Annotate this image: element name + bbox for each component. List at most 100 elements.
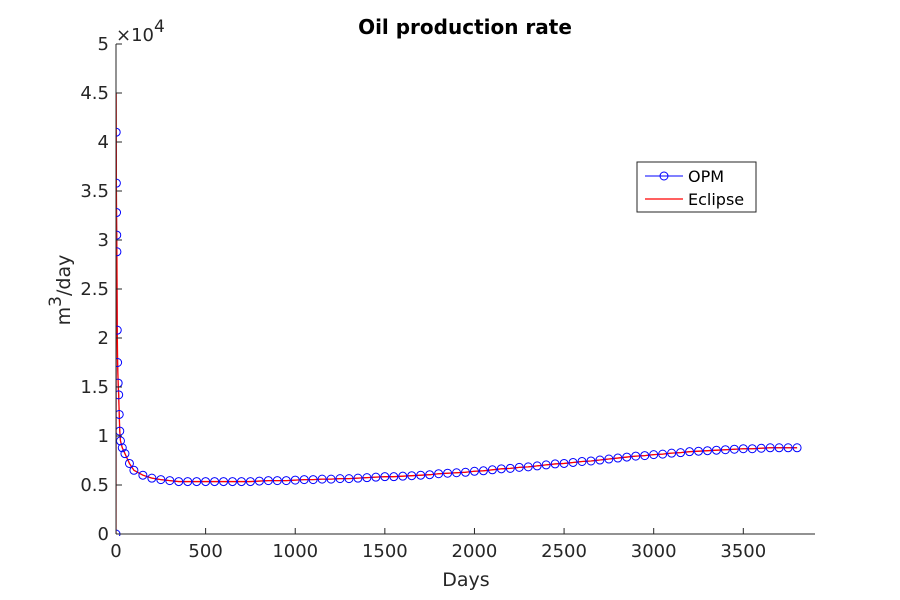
data-point-opm-33 (281, 476, 291, 486)
y-tick-label-3: 1.5 (80, 377, 109, 398)
data-point-opm-27 (228, 477, 237, 487)
data-point-opm-82 (720, 445, 730, 455)
data-point-opm-75 (658, 449, 668, 459)
x-tick-label-2: 1000 (272, 541, 318, 562)
data-point-opm-63 (550, 459, 560, 469)
y-tick-label-6: 3 (98, 230, 109, 251)
data-point-opm-19 (156, 475, 166, 485)
data-point-opm-51 (443, 468, 453, 478)
data-point-opm-76 (667, 448, 677, 458)
data-point-opm-20 (165, 476, 175, 486)
data-point-opm-36 (308, 475, 318, 485)
data-point-opm-22 (183, 477, 193, 487)
legend-opm-label: OPM (688, 167, 724, 186)
data-point-opm-56 (487, 465, 497, 475)
data-point-opm-72 (631, 451, 641, 461)
data-point-opm-7 (116, 358, 123, 367)
chart-title: Oil production rate (358, 15, 572, 39)
data-point-opm-61 (532, 461, 542, 471)
data-point-opm-28 (236, 477, 246, 487)
data-point-opm-74 (649, 450, 659, 460)
y-tick-label-7: 3.5 (80, 181, 109, 202)
data-point-opm-53 (461, 467, 470, 477)
data-point-opm-23 (192, 477, 202, 487)
data-point-opm-81 (711, 445, 721, 455)
data-point-opm-89 (783, 443, 793, 453)
x-tick-label-3: 1500 (362, 541, 408, 562)
x-tick-label-1: 500 (188, 541, 222, 562)
data-point-opm-6 (116, 325, 122, 335)
data-point-opm-18 (147, 473, 157, 483)
legend-eclipse-label: Eclipse (688, 190, 744, 209)
data-point-opm-73 (640, 451, 650, 461)
data-point-opm-35 (299, 475, 309, 485)
y-tick-label-4: 2 (98, 328, 109, 349)
data-point-opm-52 (452, 468, 462, 478)
data-point-opm-54 (469, 466, 479, 476)
data-point-opm-31 (263, 476, 273, 486)
legend-opm-marker (659, 171, 669, 181)
data-point-opm-47 (407, 471, 417, 481)
data-point-opm-37 (317, 474, 327, 484)
data-point-opm-69 (604, 454, 614, 464)
x-tick-label-7: 3500 (720, 541, 766, 562)
y-tick-label-9: 4.5 (80, 83, 109, 104)
x-axis-label: Days (442, 569, 489, 591)
multiplier-exponent: 4 (154, 17, 165, 37)
data-point-opm-34 (290, 475, 300, 485)
data-point-opm-87 (765, 443, 775, 453)
data-point-opm-86 (756, 443, 766, 453)
data-point-opm-70 (613, 453, 623, 463)
y-tick-label-2: 1 (98, 426, 109, 447)
x-tick-label-4: 2000 (452, 541, 498, 562)
data-point-opm-83 (729, 444, 739, 454)
data-point-opm-49 (425, 470, 435, 480)
x-tick-label-0: 0 (110, 541, 121, 562)
data-point-opm-39 (335, 474, 345, 484)
data-point-opm-11 (116, 426, 125, 436)
x-tick-label-5: 2500 (541, 541, 587, 562)
data-point-opm-13 (117, 443, 127, 453)
data-point-opm-80 (702, 446, 712, 456)
y-tick-label-10: 5 (98, 34, 109, 55)
data-point-opm-38 (326, 474, 336, 484)
data-point-opm-59 (514, 462, 524, 472)
data-point-opm-77 (676, 448, 686, 458)
legend-box (636, 161, 757, 213)
data-point-opm-55 (478, 466, 488, 476)
data-point-opm-66 (577, 456, 587, 466)
data-point-opm-50 (434, 469, 444, 479)
data-point-opm-71 (622, 452, 632, 462)
series-layer (116, 92, 802, 536)
data-point-opm-40 (344, 474, 354, 484)
data-point-opm-84 (738, 444, 748, 454)
data-point-opm-64 (559, 458, 569, 468)
data-point-opm-58 (505, 463, 515, 473)
data-point-opm-30 (254, 476, 264, 486)
data-point-opm-78 (685, 447, 695, 457)
data-point-opm-5 (116, 247, 122, 257)
data-point-opm-10 (116, 409, 124, 419)
data-point-opm-48 (416, 470, 426, 480)
data-point-opm-32 (272, 476, 282, 486)
data-point-opm-90 (792, 443, 802, 453)
data-point-opm-79 (694, 446, 703, 456)
data-point-opm-45 (389, 472, 399, 482)
data-point-opm-26 (219, 477, 229, 487)
data-point-opm-67 (586, 456, 596, 466)
data-point-opm-9 (116, 390, 124, 400)
x-ticks: 0 500 1000 1500 2000 2500 3000 3500 (110, 528, 766, 562)
data-point-opm-3 (116, 208, 122, 218)
svg-text:×104: ×104 (116, 17, 165, 46)
legend: OPM Eclipse (636, 161, 757, 213)
data-point-opm-88 (774, 443, 784, 453)
data-point-opm-43 (371, 472, 381, 482)
data-point-opm-17 (138, 470, 148, 480)
data-point-opm-46 (398, 471, 408, 481)
y-axis-label: m3/day (46, 255, 75, 326)
data-point-opm-25 (210, 477, 220, 487)
data-point-opm-68 (595, 455, 605, 465)
data-point-opm-21 (174, 477, 184, 487)
